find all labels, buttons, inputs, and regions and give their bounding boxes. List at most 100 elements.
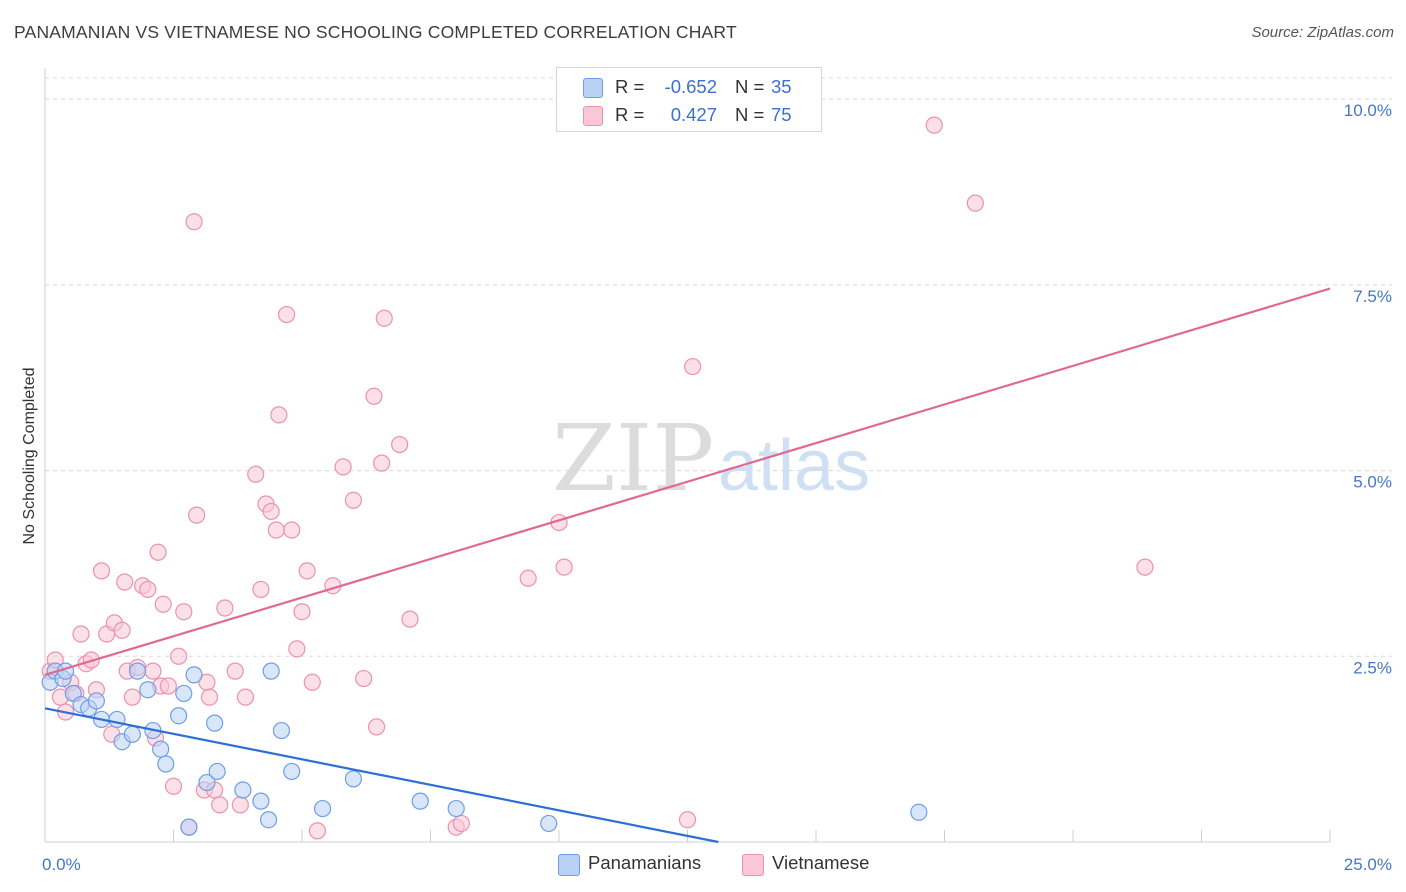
legend-r-label: R = xyxy=(615,76,645,97)
panamanian-point xyxy=(175,684,193,703)
legend-swatch-pink xyxy=(583,106,603,126)
trend-lines xyxy=(44,287,1331,844)
panamanian-point xyxy=(262,662,280,680)
vietnamese-trend-line xyxy=(44,287,1331,676)
bottom-legend-swatch-pink xyxy=(742,854,764,876)
chart-title: PANAMANIAN VS VIETNAMESE NO SCHOOLING CO… xyxy=(14,22,737,42)
axes xyxy=(44,68,1331,843)
y-tick-label: 7.5% xyxy=(1353,287,1392,306)
source-label: Source: ZipAtlas.com xyxy=(1251,24,1394,41)
vietnamese-point xyxy=(247,465,265,483)
panamanian-trend-line xyxy=(44,707,719,844)
vietnamese-point xyxy=(267,521,285,539)
vietnamese-point xyxy=(373,454,391,472)
panamanian-point xyxy=(152,740,170,758)
vietnamese-point xyxy=(365,387,383,405)
panamanian-point xyxy=(123,725,141,743)
panamanian-point xyxy=(108,710,126,729)
vietnamese-point xyxy=(170,647,188,665)
vietnamese-point xyxy=(252,580,270,599)
tick-labels: 2.5% 5.0% 7.5% 10.0% 0.0% 25.0% xyxy=(42,101,1392,874)
panamanian-point xyxy=(208,762,226,781)
y-tick-label: 2.5% xyxy=(1353,658,1392,677)
vietnamese-point xyxy=(92,562,111,580)
legend-n-value: 75 xyxy=(771,104,792,125)
vietnamese-point xyxy=(216,599,234,617)
panamanian-point xyxy=(185,666,203,684)
vietnamese-point xyxy=(175,603,193,621)
vietnamese-point xyxy=(159,677,177,695)
gridlines xyxy=(45,77,1392,657)
y-axis-label: No Schooling Completed xyxy=(21,368,38,545)
vietnamese-point xyxy=(401,610,419,628)
vietnamese-point xyxy=(123,688,141,706)
bottom-legend-swatch-blue xyxy=(558,854,580,876)
y-tick-label: 10.0% xyxy=(1344,101,1392,120)
panamanian-point xyxy=(259,811,278,829)
legend-n-label: N = xyxy=(735,104,765,125)
legend-row-vietnamese: R = 0.427 N = 75 xyxy=(557,102,821,130)
vietnamese-point xyxy=(236,688,255,706)
vietnamese-point xyxy=(344,491,362,509)
vietnamese-point xyxy=(334,458,352,476)
vietnamese-point xyxy=(303,673,321,691)
vietnamese-point xyxy=(231,796,249,814)
watermark-zip: ZIP xyxy=(552,405,714,512)
panamanian-point xyxy=(272,721,291,740)
vietnamese-point xyxy=(200,688,219,706)
vietnamese-point xyxy=(270,406,288,424)
vietnamese-point xyxy=(452,814,470,833)
panamanian-points xyxy=(41,662,928,836)
correlation-legend: R = -0.652 N = 35 R = 0.427 N = 75 xyxy=(556,67,822,132)
vietnamese-point xyxy=(116,573,134,591)
vietnamese-point xyxy=(144,662,162,680)
panamanian-point xyxy=(252,792,270,810)
legend-r-value: -0.652 xyxy=(664,76,717,97)
panamanian-point xyxy=(234,781,252,799)
panamanian-point xyxy=(411,792,429,810)
legend-n-value: 35 xyxy=(771,76,792,97)
vietnamese-point xyxy=(375,309,393,327)
vietnamese-point xyxy=(72,625,90,643)
vietnamese-point xyxy=(188,506,206,524)
vietnamese-point xyxy=(185,213,203,231)
panamanian-point xyxy=(170,707,188,725)
vietnamese-point xyxy=(308,822,327,840)
vietnamese-point xyxy=(925,116,943,134)
vietnamese-point xyxy=(277,305,296,324)
vietnamese-point xyxy=(211,796,229,814)
panamanian-point xyxy=(910,803,928,821)
legend-swatch-blue xyxy=(583,78,603,98)
vietnamese-point xyxy=(288,640,306,658)
panamanian-point xyxy=(87,692,106,710)
vietnamese-point xyxy=(164,777,183,795)
vietnamese-point xyxy=(293,603,311,621)
panamanian-point xyxy=(540,814,558,833)
vietnamese-point xyxy=(519,569,537,587)
legend-r-label: R = xyxy=(615,104,645,125)
legend-n-label: N = xyxy=(735,76,765,97)
panamanian-point xyxy=(139,681,157,699)
panamanian-point xyxy=(157,755,175,773)
panamanian-point xyxy=(128,662,147,680)
panamanian-point xyxy=(180,818,198,836)
vietnamese-point xyxy=(355,669,373,688)
bottom-legend-label: Panamanians xyxy=(588,852,702,873)
vietnamese-point xyxy=(154,595,172,613)
panamanian-point xyxy=(206,714,224,732)
vietnamese-point xyxy=(966,194,984,212)
legend-r-value: 0.427 xyxy=(670,104,717,125)
vietnamese-point xyxy=(226,662,244,680)
vietnamese-point xyxy=(113,621,131,639)
vietnamese-point xyxy=(139,580,157,599)
panamanian-point xyxy=(313,799,332,818)
vietnamese-point xyxy=(367,718,386,736)
vietnamese-point xyxy=(391,435,409,454)
vietnamese-point xyxy=(262,502,280,521)
vietnamese-point xyxy=(678,811,697,829)
bottom-legend-label: Vietnamese xyxy=(772,852,870,873)
vietnamese-point xyxy=(1136,558,1154,576)
vietnamese-point xyxy=(149,543,167,561)
vietnamese-point xyxy=(283,521,301,539)
